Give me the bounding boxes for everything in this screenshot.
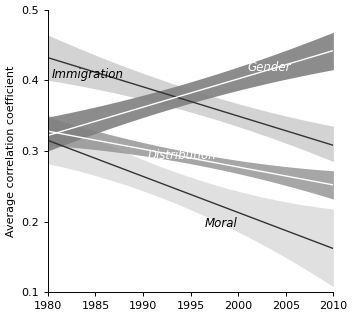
Text: Moral: Moral — [205, 217, 238, 230]
Y-axis label: Average correlation coefficient: Average correlation coefficient — [6, 65, 16, 237]
Text: Gender: Gender — [248, 61, 291, 74]
Text: Immigration: Immigration — [52, 68, 124, 81]
Text: Distribution: Distribution — [148, 149, 216, 162]
